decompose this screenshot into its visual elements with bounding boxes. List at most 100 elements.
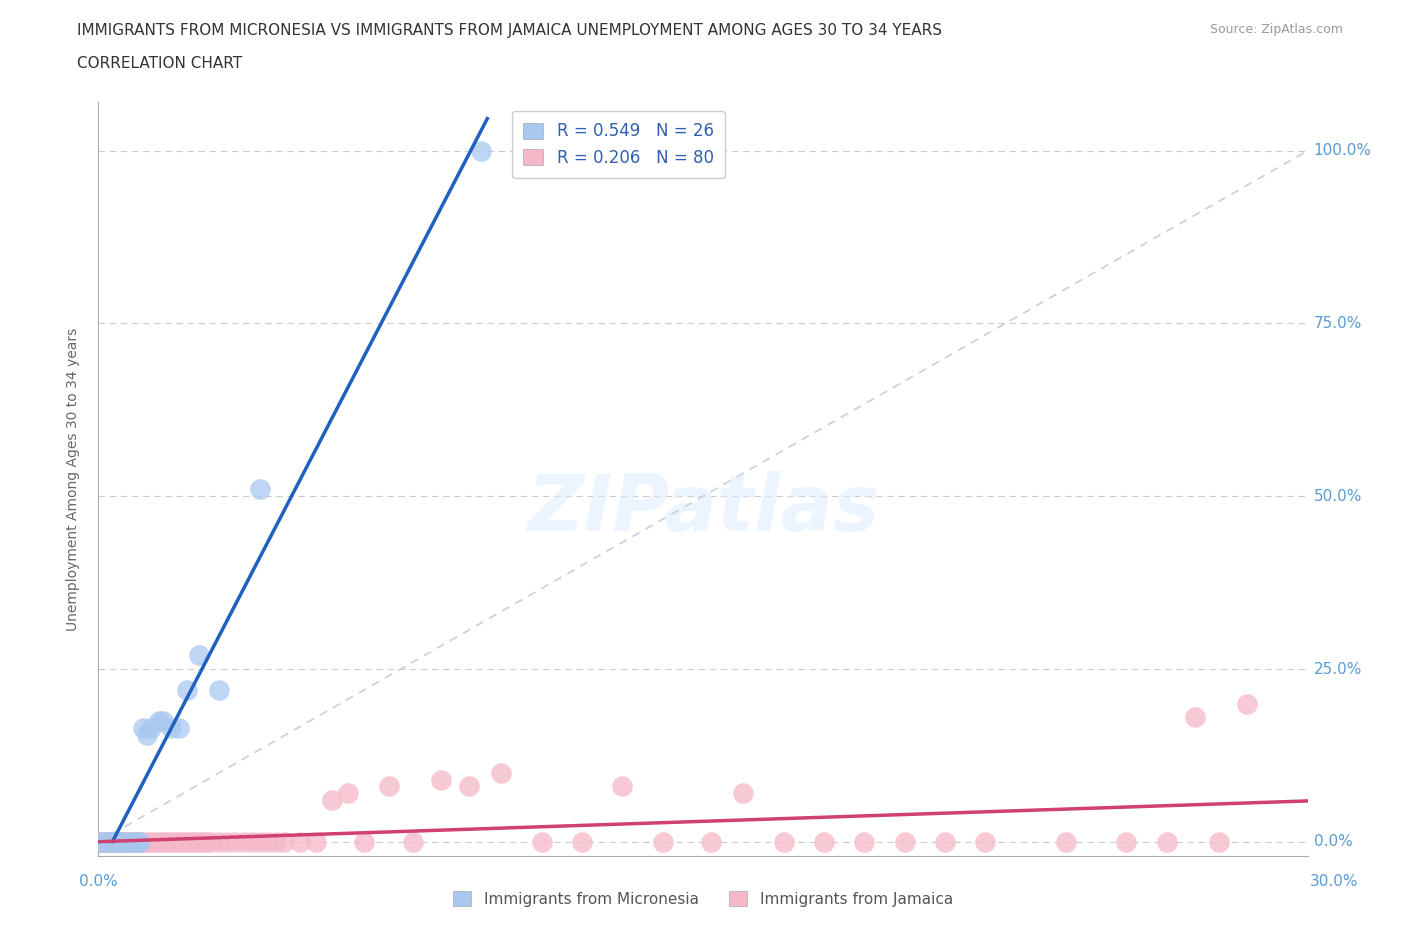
Point <box>139 721 162 736</box>
Point <box>107 834 129 849</box>
Point <box>232 834 254 849</box>
Point <box>107 834 129 849</box>
Point <box>100 834 122 849</box>
Point <box>120 834 142 849</box>
Point <box>91 834 114 849</box>
Text: 0.0%: 0.0% <box>1313 834 1353 849</box>
Point <box>128 834 150 849</box>
Point <box>91 834 114 849</box>
Point <box>571 834 593 849</box>
Point <box>208 834 231 849</box>
Point <box>128 834 150 849</box>
Point <box>132 834 155 849</box>
Point <box>195 834 218 849</box>
Point <box>893 834 915 849</box>
Point <box>152 834 174 849</box>
Point <box>152 713 174 728</box>
Point <box>249 482 271 497</box>
Point <box>1184 710 1206 724</box>
Point <box>224 834 246 849</box>
Point <box>96 834 118 849</box>
Point <box>100 834 122 849</box>
Point <box>377 779 399 794</box>
Text: 75.0%: 75.0% <box>1313 316 1362 331</box>
Point <box>470 143 492 158</box>
Point <box>1156 834 1178 849</box>
Point <box>156 834 179 849</box>
Point <box>273 834 295 849</box>
Point <box>305 834 328 849</box>
Point <box>96 834 118 849</box>
Point <box>115 834 138 849</box>
Point <box>240 834 263 849</box>
Point <box>100 834 122 849</box>
Point <box>96 834 118 849</box>
Point <box>96 834 118 849</box>
Point <box>974 834 997 849</box>
Point <box>148 713 170 728</box>
Point <box>1054 834 1077 849</box>
Point <box>120 834 142 849</box>
Point <box>167 721 190 736</box>
Point <box>107 834 129 849</box>
Point <box>91 834 114 849</box>
Point <box>103 834 125 849</box>
Point <box>135 727 157 742</box>
Point <box>256 834 278 849</box>
Point <box>176 683 198 698</box>
Point <box>160 721 183 736</box>
Point <box>208 683 231 698</box>
Point <box>96 834 118 849</box>
Point <box>124 834 146 849</box>
Point <box>288 834 311 849</box>
Point <box>111 834 134 849</box>
Point <box>337 786 360 801</box>
Text: 25.0%: 25.0% <box>1313 661 1362 676</box>
Point <box>264 834 287 849</box>
Point <box>100 834 122 849</box>
Point <box>87 834 110 849</box>
Point <box>172 834 194 849</box>
Point <box>128 834 150 849</box>
Point <box>1115 834 1137 849</box>
Point <box>87 834 110 849</box>
Point <box>612 779 634 794</box>
Point <box>167 834 190 849</box>
Legend: R = 0.549   N = 26, R = 0.206   N = 80: R = 0.549 N = 26, R = 0.206 N = 80 <box>512 111 725 179</box>
Point <box>128 834 150 849</box>
Point <box>115 834 138 849</box>
Point <box>176 834 198 849</box>
Point <box>111 834 134 849</box>
Point <box>135 834 157 849</box>
Point <box>103 834 125 849</box>
Point <box>530 834 553 849</box>
Point <box>700 834 723 849</box>
Text: 50.0%: 50.0% <box>1313 489 1362 504</box>
Point <box>193 834 215 849</box>
Point <box>163 834 186 849</box>
Point <box>188 834 211 849</box>
Point <box>160 834 183 849</box>
Point <box>321 793 343 808</box>
Point <box>217 834 239 849</box>
Point <box>124 834 146 849</box>
Legend: Immigrants from Micronesia, Immigrants from Jamaica: Immigrants from Micronesia, Immigrants f… <box>447 885 959 913</box>
Point <box>87 834 110 849</box>
Point <box>139 834 162 849</box>
Y-axis label: Unemployment Among Ages 30 to 34 years: Unemployment Among Ages 30 to 34 years <box>66 327 80 631</box>
Point <box>132 721 155 736</box>
Point <box>188 647 211 662</box>
Point <box>733 786 755 801</box>
Point <box>115 834 138 849</box>
Text: 0.0%: 0.0% <box>79 874 118 889</box>
Point <box>934 834 956 849</box>
Text: IMMIGRANTS FROM MICRONESIA VS IMMIGRANTS FROM JAMAICA UNEMPLOYMENT AMONG AGES 30: IMMIGRANTS FROM MICRONESIA VS IMMIGRANTS… <box>77 23 942 38</box>
Point <box>853 834 876 849</box>
Point <box>143 834 166 849</box>
Text: 30.0%: 30.0% <box>1310 874 1358 889</box>
Point <box>772 834 794 849</box>
Point <box>1208 834 1230 849</box>
Point <box>111 834 134 849</box>
Point <box>184 834 207 849</box>
Point <box>249 834 271 849</box>
